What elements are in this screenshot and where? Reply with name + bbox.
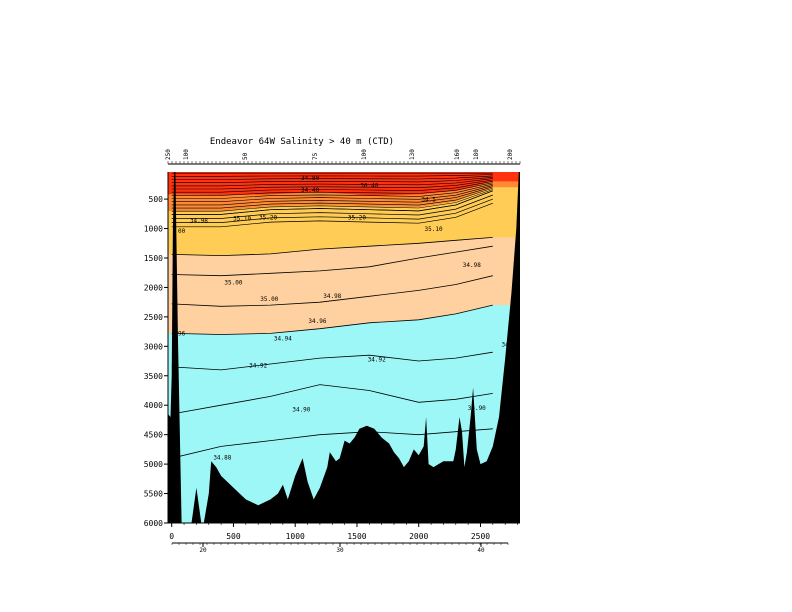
contour-label: 35.00 [224,279,242,286]
surface-contour-line [171,185,493,202]
contour-label: 96 [178,331,186,338]
station-label: 250 [165,149,172,160]
surface-high-salinity-layer [171,172,493,228]
surface-contour-line [171,174,493,177]
contour-label: 34.40 [301,187,319,194]
contour-label: 34.90 [468,405,486,412]
depth-tick-label: 3500 [144,372,163,381]
depth-tick-label: 4000 [144,401,163,410]
distance-axis: 0 500 1000 1500 2000 2500 [168,522,520,541]
station-label: 160 [454,149,461,160]
distance-tick-label: 500 [226,532,241,541]
surface-contour-line [171,177,493,183]
contour-label: 00 [178,228,186,235]
contour-labels: 34.80 34.40 36.40 34.5 35.10 35.20 35.20 35.10 3… [178,175,509,461]
secondary-tick-label: 40 [477,547,485,554]
contour-label: 34.98 [323,293,341,300]
contour-label: 35.10 [425,226,443,233]
depth-axis: 500 1000 1500 2000 2500 3000 3500 4000 4500 5000 5… [144,172,169,528]
depth-tick-label: 2500 [144,313,163,322]
contour-line [171,304,493,335]
contour-line [171,384,493,415]
upper-contour-line [171,202,493,228]
surface-contour-line [171,179,493,190]
distance-tick-label: 1500 [347,532,366,541]
station-label: 50 [242,152,249,160]
depth-tick-label: 1000 [144,225,163,234]
depth-tick-label: 500 [149,195,164,204]
depth-tick-label: 3000 [144,342,163,351]
station-label: 130 [409,149,416,160]
depth-tick-label: 5500 [144,490,163,499]
chart-title: Endeavor 64W Salinity > 40 m (CTD) [210,137,394,147]
surface-contour-line [171,183,493,199]
contour-label: 34.90 [292,407,310,414]
depth-tick-label: 1500 [144,254,163,263]
plot-area: 34.80 34.40 36.40 34.5 35.10 35.20 35.20 35.10 3… [168,172,520,523]
distance-tick-label: 2500 [471,532,490,541]
contour-label: 35.00 [260,296,278,303]
surface-contour-line [171,186,493,206]
contour-label: 35.10 [233,215,251,222]
depth-tick-label: 6000 [144,519,163,528]
contour-label: 34.98 [190,218,208,225]
surface-contour-line [171,181,493,193]
contour-label: 34.92 [249,363,267,370]
secondary-x-axis: 20 30 40 [171,542,509,554]
surface-contour-line [171,178,493,187]
contour-line [171,428,493,459]
contour-label: 35.20 [348,215,366,222]
bathymetry-fill [168,172,520,523]
contour-line [171,275,493,307]
contour-label: 34.80 [301,175,319,182]
contour-label: 34.94 [274,335,292,342]
surface-contour-line [171,187,493,209]
distance-tick-label: 2000 [409,532,428,541]
contour-label: 34.96 [308,318,326,325]
station-label: 100 [361,149,368,160]
station-label: 75 [312,152,319,160]
top-station-axis: 250 100 50 75 100 130 160 180 200 [165,149,521,165]
surface-contour-line [171,189,493,212]
bathymetry [168,172,520,523]
station-label: 200 [507,149,514,160]
depth-tick-label: 2000 [144,283,163,292]
upper-contour-line [171,194,493,219]
contour-line [171,245,493,277]
secondary-tick-label: 20 [199,547,207,554]
distance-tick-label: 0 [169,532,174,541]
contour-line [171,237,493,257]
surface-contour-line [171,175,493,180]
secondary-tick-label: 30 [336,547,344,554]
salinity-contours [171,237,493,459]
contour-label: 34.98 [463,262,481,269]
contour-label: 34.88 [213,454,231,461]
contour-label: 35.20 [259,215,277,222]
contour-label: 34.92 [368,357,386,364]
station-label: 100 [183,149,190,160]
depth-tick-label: 4500 [144,431,163,440]
upper-contour-line [171,198,493,223]
station-label: 180 [473,149,480,160]
contour-label: 36.40 [360,182,378,189]
upper-contour-line [171,190,493,215]
contour-line [171,351,493,371]
contour-label: 34.5 [421,196,436,203]
distance-tick-label: 1000 [286,532,305,541]
surface-contour-line [171,182,493,196]
depth-tick-label: 5000 [144,460,163,469]
contour-label: 34 [502,341,510,348]
